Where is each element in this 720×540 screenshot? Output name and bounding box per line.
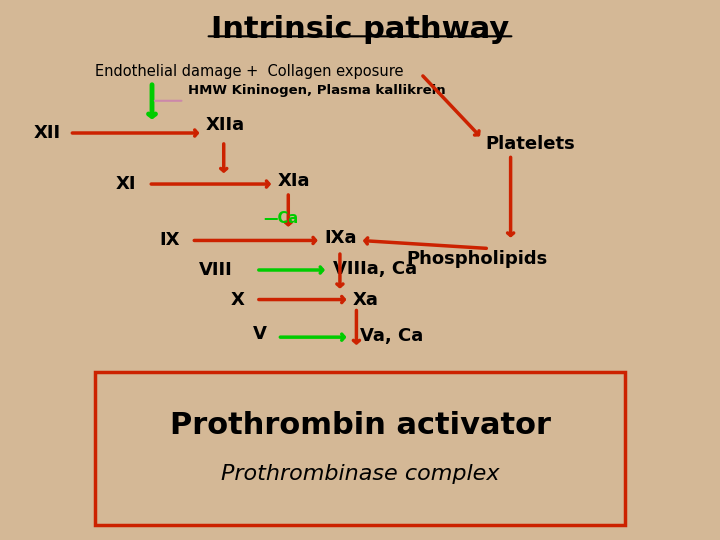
Text: Va, Ca: Va, Ca	[360, 327, 423, 345]
Text: V: V	[253, 326, 266, 343]
Text: Prothrombinase complex: Prothrombinase complex	[221, 464, 499, 484]
Text: IXa: IXa	[324, 229, 356, 247]
Text: HMW Kininogen, Plasma kallikrein: HMW Kininogen, Plasma kallikrein	[188, 84, 446, 97]
FancyBboxPatch shape	[94, 372, 626, 525]
Text: Phospholipids: Phospholipids	[407, 250, 548, 268]
Text: XIIa: XIIa	[206, 116, 245, 134]
Text: XIa: XIa	[277, 172, 310, 191]
Text: VIII: VIII	[199, 261, 233, 279]
Text: XII: XII	[34, 124, 60, 142]
Text: IX: IX	[159, 232, 180, 249]
Text: X: X	[231, 291, 245, 308]
Text: Prothrombin activator: Prothrombin activator	[169, 411, 551, 440]
Text: Xa: Xa	[353, 291, 379, 308]
Text: VIIIa, Ca: VIIIa, Ca	[333, 260, 417, 278]
Text: Platelets: Platelets	[485, 135, 575, 153]
Text: Intrinsic pathway: Intrinsic pathway	[211, 15, 509, 44]
Text: —Ca: —Ca	[264, 212, 298, 226]
Text: Endothelial damage +  Collagen exposure: Endothelial damage + Collagen exposure	[94, 64, 403, 79]
Text: XI: XI	[116, 175, 137, 193]
